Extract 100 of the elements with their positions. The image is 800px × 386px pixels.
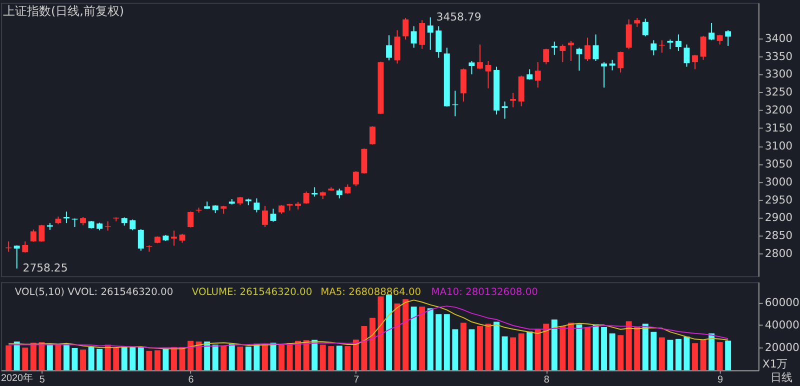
bar — [295, 340, 302, 370]
bar — [64, 344, 70, 370]
bar — [72, 348, 78, 370]
x-tick-label: 7 — [354, 374, 360, 386]
bar — [468, 329, 475, 370]
bar — [237, 346, 244, 370]
bar — [303, 340, 310, 370]
bar — [716, 342, 723, 370]
candlestick — [576, 47, 582, 72]
candlestick — [684, 44, 690, 68]
candlestick — [618, 51, 624, 73]
bar — [245, 346, 252, 370]
candlestick — [601, 62, 607, 88]
y-tick-label: 3050 — [764, 157, 793, 170]
candlestick — [270, 208, 276, 222]
bar — [436, 314, 442, 370]
bar — [684, 336, 690, 370]
bar — [55, 344, 62, 370]
series-label: MA5: 268088864.00 — [320, 286, 422, 298]
bar — [336, 346, 342, 370]
bar — [518, 333, 524, 370]
candlestick — [64, 211, 70, 224]
candlestick — [22, 240, 28, 253]
bar — [254, 344, 260, 370]
x-tick-label: 5 — [39, 374, 46, 386]
candlestick — [584, 37, 590, 62]
y-tick-label: 40000 — [764, 318, 800, 332]
bar — [228, 344, 235, 370]
candlestick — [171, 230, 177, 246]
bar — [402, 299, 409, 370]
bar — [667, 340, 674, 370]
candlestick — [394, 30, 400, 64]
series-label: MA10: 280132608.00 — [431, 286, 538, 298]
bar — [634, 326, 640, 370]
candlestick — [725, 30, 732, 46]
bar — [658, 337, 665, 370]
bar — [361, 326, 368, 370]
bar — [543, 324, 550, 370]
bar — [278, 344, 284, 370]
y-tick-label: 3150 — [764, 122, 793, 135]
y-tick-label: 3000 — [764, 175, 793, 188]
bar — [369, 318, 376, 370]
y-tick-label: 3350 — [764, 50, 793, 63]
bar — [675, 338, 682, 370]
bar — [212, 344, 218, 370]
candlestick — [609, 59, 616, 71]
candlestick — [692, 54, 698, 70]
bar — [104, 344, 111, 370]
candlestick — [477, 44, 483, 70]
y-tick-label: 3200 — [764, 104, 793, 117]
candlestick — [568, 40, 574, 62]
bar — [121, 346, 128, 370]
bar — [130, 346, 136, 370]
bar — [708, 333, 715, 370]
bar — [560, 326, 566, 370]
bar — [80, 350, 86, 370]
candlestick — [130, 219, 136, 231]
y-tick-label: 3400 — [764, 32, 793, 45]
candlestick — [188, 211, 194, 228]
y-tick-label: 2850 — [764, 229, 793, 242]
y-tick-label: 3100 — [764, 139, 793, 152]
bar — [609, 333, 616, 370]
y-tick-label: 2900 — [764, 211, 793, 224]
bar — [510, 337, 516, 370]
candlestick — [410, 26, 417, 48]
bar — [419, 306, 426, 370]
candlestick — [642, 18, 648, 37]
bar — [618, 335, 624, 370]
bar — [386, 294, 392, 370]
candlestick — [700, 35, 706, 60]
candlestick — [138, 228, 144, 252]
candlestick — [254, 198, 260, 213]
candlestick — [510, 92, 516, 108]
candlestick — [534, 62, 541, 88]
bar — [14, 342, 20, 370]
candlestick — [352, 170, 359, 187]
bar — [410, 306, 417, 370]
candlestick — [419, 20, 426, 50]
bar — [576, 324, 582, 370]
bar — [534, 329, 541, 370]
bar — [568, 322, 574, 370]
candlestick — [436, 26, 442, 58]
candlestick — [592, 34, 599, 62]
bar — [328, 346, 334, 370]
text: 2020年 — [0, 372, 34, 384]
bar — [584, 326, 590, 370]
candlestick — [369, 126, 376, 146]
candlestick — [312, 186, 318, 198]
bar — [320, 344, 326, 370]
bar — [46, 344, 53, 370]
bar — [344, 346, 351, 370]
candlestick — [402, 17, 409, 40]
bar — [427, 308, 434, 370]
bar — [22, 348, 28, 370]
bar — [551, 320, 558, 370]
bar — [692, 343, 698, 370]
candlestick — [708, 22, 715, 41]
bar — [138, 346, 144, 370]
bar — [650, 332, 657, 370]
bar — [494, 322, 500, 370]
